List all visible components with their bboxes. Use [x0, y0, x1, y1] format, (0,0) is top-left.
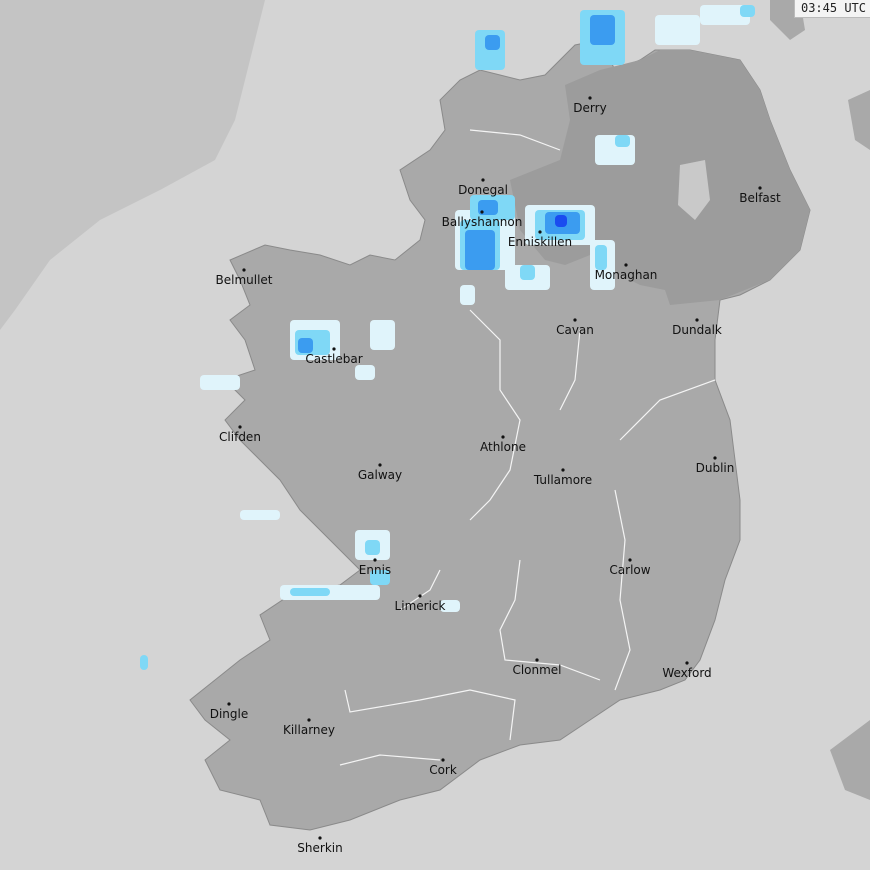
rain-cell: [355, 365, 375, 380]
timestamp-label: 03:45 UTC: [793, 0, 870, 18]
city-dot: [332, 347, 336, 351]
city-label: Clonmel: [512, 663, 561, 677]
rain-cell: [240, 510, 280, 520]
city-label: Dingle: [210, 707, 249, 721]
city-label: Athlone: [480, 440, 526, 454]
rain-cell: [590, 15, 615, 45]
city-label: Castlebar: [305, 352, 362, 366]
city-dot: [685, 661, 689, 665]
city-dot: [713, 456, 717, 460]
radar-precipitation: [140, 5, 755, 670]
city-dot: [501, 435, 505, 439]
city-label: Galway: [358, 468, 402, 482]
city-dot: [481, 178, 485, 182]
city-dot: [318, 836, 322, 840]
rain-cell: [615, 135, 630, 147]
city-label: Limerick: [395, 599, 446, 613]
rain-cell: [700, 5, 750, 25]
city-dot: [624, 263, 628, 267]
rain-cell: [140, 655, 148, 670]
city-dot: [758, 186, 762, 190]
city-label: Belmullet: [216, 273, 273, 287]
rain-cell: [460, 285, 475, 305]
city-label: Sherkin: [297, 841, 342, 855]
rain-cell: [290, 588, 330, 596]
city-label: Cork: [429, 763, 457, 777]
city-label: Monaghan: [595, 268, 658, 282]
rain-cell: [365, 540, 380, 555]
city-label: Belfast: [739, 191, 781, 205]
rain-cell: [200, 375, 240, 390]
city-markers: Derry Belfast Donegal Ballyshannon Enniskill…: [210, 96, 781, 855]
city-label: Clifden: [219, 430, 261, 444]
city-dot: [535, 658, 539, 662]
city-dot: [538, 230, 542, 234]
city-dot: [588, 96, 592, 100]
rain-cell: [595, 245, 607, 270]
rain-cell: [555, 215, 567, 227]
city-label: Ballyshannon: [442, 215, 523, 229]
city-label: Wexford: [662, 666, 711, 680]
city-dot: [695, 318, 699, 322]
rain-cell: [520, 265, 535, 280]
city-label: Dundalk: [672, 323, 722, 337]
radar-range-boundary: [0, 0, 265, 330]
city-dot: [373, 558, 377, 562]
city-dot: [561, 468, 565, 472]
rain-cell: [440, 600, 460, 612]
city-label: Carlow: [609, 563, 650, 577]
city-label: Killarney: [283, 723, 335, 737]
city-dot: [573, 318, 577, 322]
city-dot: [378, 463, 382, 467]
rain-cell: [485, 35, 500, 50]
city-dot: [307, 718, 311, 722]
rain-cell: [298, 338, 313, 353]
city-dot: [238, 425, 242, 429]
city-dot: [441, 758, 445, 762]
rain-cell: [465, 230, 495, 270]
rain-cell: [370, 570, 390, 585]
city-label: Donegal: [458, 183, 508, 197]
city-label: Ennis: [359, 563, 391, 577]
city-label: Derry: [573, 101, 606, 115]
city-dot: [227, 702, 231, 706]
rain-cell: [370, 320, 395, 350]
city-dot: [628, 558, 632, 562]
rivers: [339, 129, 716, 766]
rain-cell: [655, 15, 700, 45]
city-dot: [418, 594, 422, 598]
city-label: Cavan: [556, 323, 594, 337]
city-dot: [242, 268, 246, 272]
rain-cell: [740, 5, 755, 17]
city-dot: [480, 210, 484, 214]
city-label: Dublin: [696, 461, 735, 475]
city-label: Tullamore: [533, 473, 592, 487]
lough-neagh: [678, 160, 710, 220]
city-label: Enniskillen: [508, 235, 572, 249]
